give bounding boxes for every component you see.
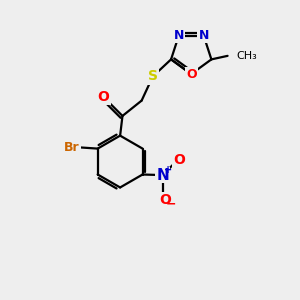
- Text: S: S: [148, 70, 158, 83]
- Text: N: N: [199, 29, 209, 42]
- Text: CH₃: CH₃: [236, 51, 257, 61]
- Text: −: −: [166, 197, 176, 210]
- Text: +: +: [164, 165, 172, 175]
- Text: Br: Br: [64, 141, 80, 154]
- Text: N: N: [156, 168, 169, 183]
- Text: O: O: [98, 90, 109, 104]
- Text: O: O: [159, 193, 171, 207]
- Text: N: N: [174, 29, 184, 42]
- Text: O: O: [173, 153, 185, 167]
- Text: O: O: [186, 68, 196, 80]
